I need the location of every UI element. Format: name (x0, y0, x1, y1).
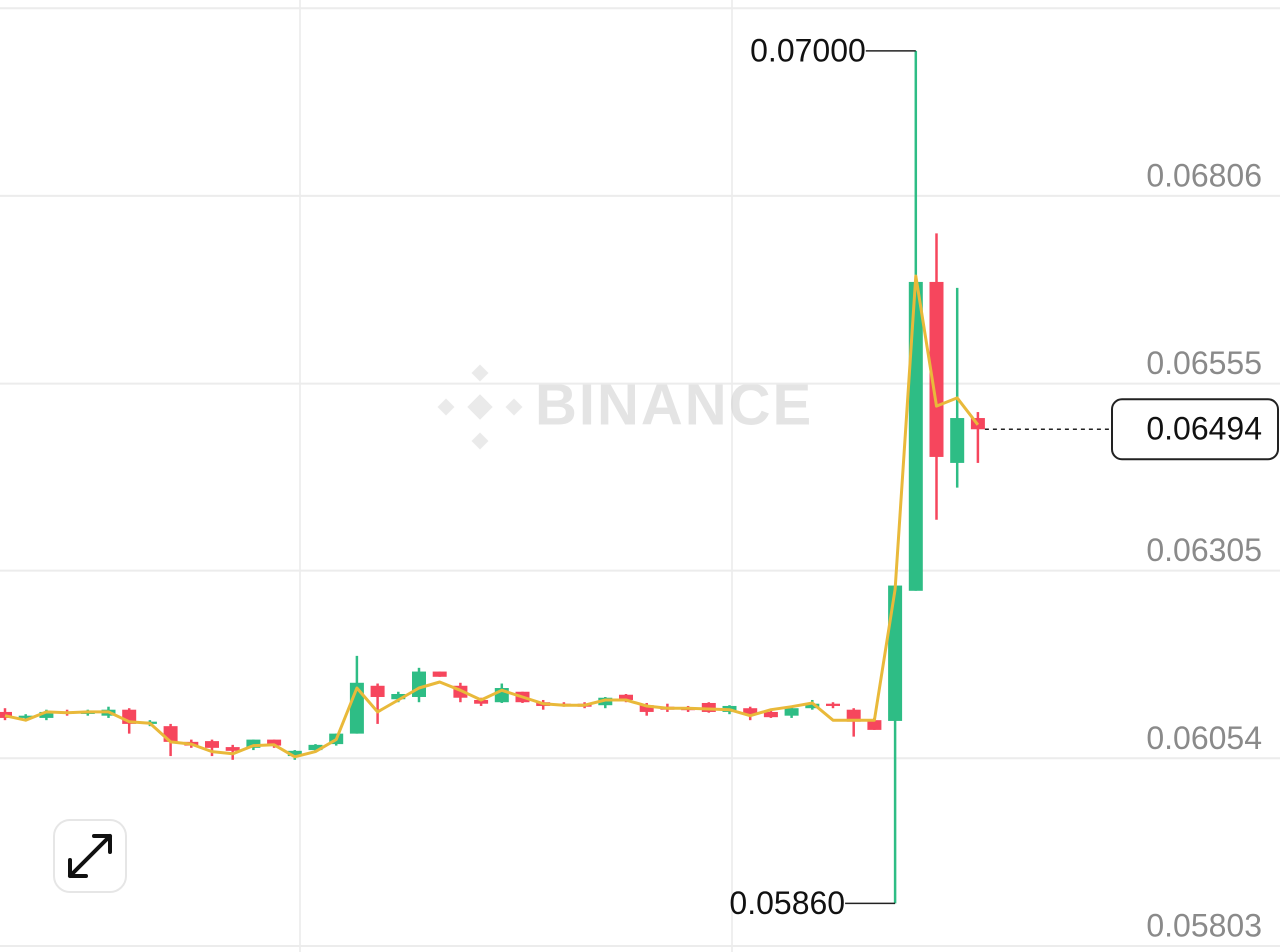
watermark: BINANCE (535, 372, 813, 437)
y-tick-label: 0.05803 (1146, 907, 1262, 943)
candle-body (639, 705, 654, 712)
y-tick-label: 0.07057 (1146, 0, 1262, 6)
candle-body (432, 671, 447, 677)
candle-body (246, 739, 261, 748)
candle-body (267, 739, 282, 746)
last-price-box (1111, 398, 1279, 461)
candle-body (929, 281, 944, 457)
candle-body (846, 709, 861, 722)
candle-body (701, 702, 716, 712)
candle-body (784, 708, 799, 716)
candle-body (908, 281, 923, 591)
candle-body (18, 715, 33, 718)
last-price-label: 0.06494 (1146, 411, 1262, 447)
candle-body (39, 711, 54, 718)
candle-body (308, 744, 323, 751)
watermark-group: BINANCE (437, 364, 813, 450)
candle-body (763, 711, 778, 718)
candle-body (619, 694, 633, 700)
candle-body (867, 720, 882, 730)
candle-body (826, 703, 840, 706)
candle-body (412, 671, 426, 697)
watermark-logo (437, 364, 523, 450)
y-tick-label: 0.06555 (1146, 345, 1262, 381)
candle-body (225, 747, 240, 751)
low-marker-label: 0.05860 (729, 885, 845, 921)
candle-body (163, 726, 178, 742)
candle-body (888, 585, 903, 721)
candle-body (950, 418, 965, 463)
expand-button[interactable] (53, 819, 127, 893)
expand-icon[interactable] (68, 834, 112, 878)
candle-body (805, 703, 820, 709)
candle-body (205, 741, 219, 748)
candle-body (743, 708, 758, 715)
y-tick-label: 0.06054 (1146, 720, 1262, 756)
candle-body (391, 693, 406, 700)
y-tick-label: 0.06305 (1146, 532, 1262, 568)
y-tick-label: 0.06806 (1146, 157, 1262, 193)
high-marker-label: 0.07000 (750, 32, 866, 68)
candle-body (370, 685, 385, 697)
ma-line (4, 274, 980, 759)
candle-body (474, 699, 489, 704)
candle-body (287, 750, 302, 757)
